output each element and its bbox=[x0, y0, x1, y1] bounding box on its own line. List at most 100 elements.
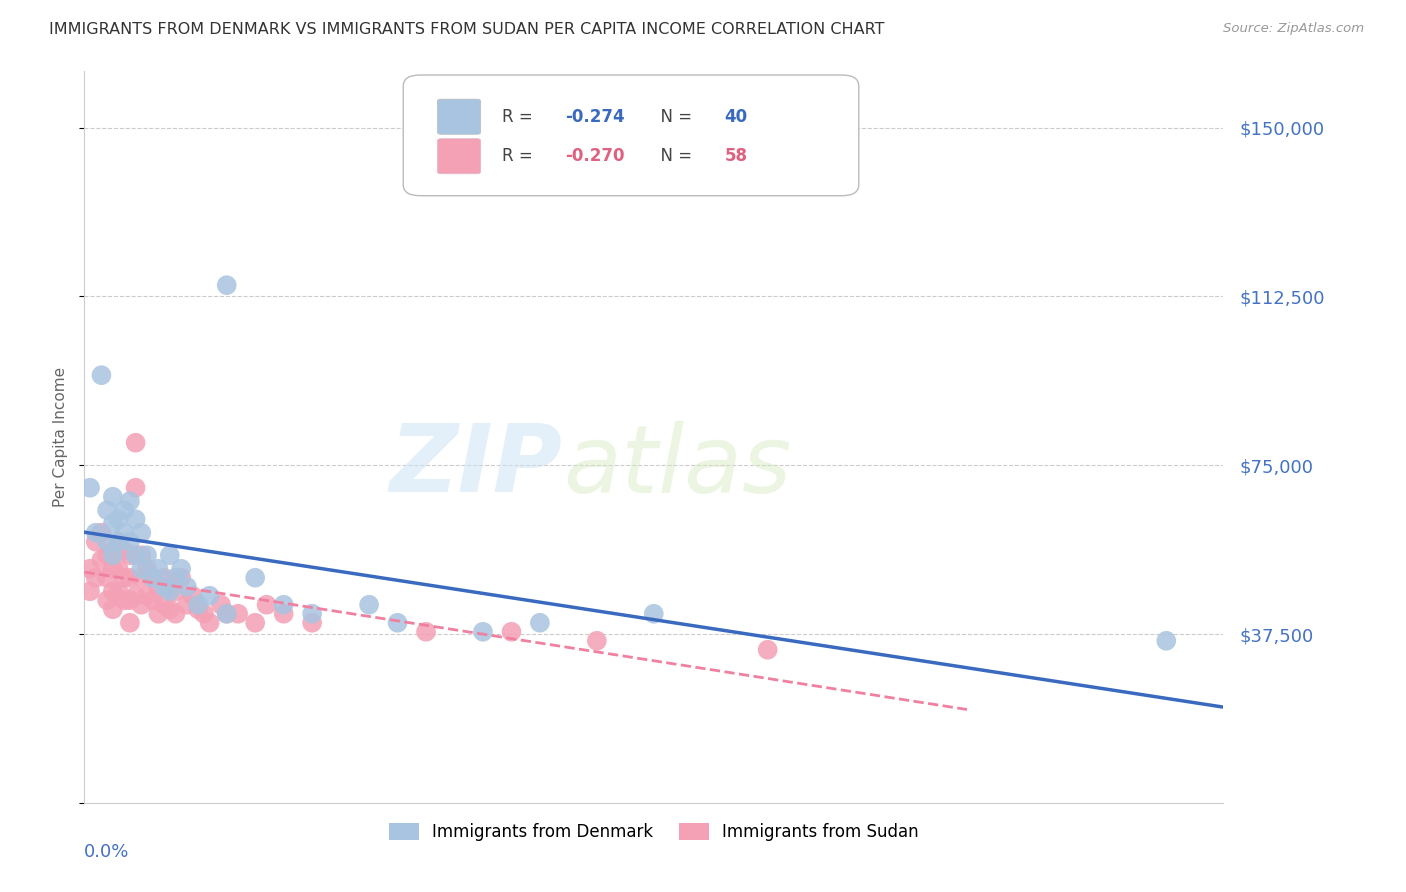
Point bbox=[142, 571, 165, 585]
Text: N =: N = bbox=[651, 108, 697, 126]
Point bbox=[193, 607, 215, 621]
Point bbox=[387, 615, 409, 630]
Point bbox=[245, 571, 267, 585]
Point bbox=[148, 607, 170, 621]
Point bbox=[187, 602, 209, 616]
Point bbox=[215, 607, 238, 621]
Y-axis label: Per Capita Income: Per Capita Income bbox=[53, 367, 69, 508]
Point bbox=[101, 562, 124, 576]
Text: R =: R = bbox=[502, 147, 538, 165]
Text: N =: N = bbox=[651, 147, 697, 165]
Point bbox=[124, 435, 146, 450]
Point bbox=[101, 490, 124, 504]
Text: ZIP: ZIP bbox=[389, 420, 562, 512]
Point bbox=[529, 615, 551, 630]
Point bbox=[256, 598, 278, 612]
Point bbox=[153, 598, 176, 612]
Point bbox=[84, 571, 107, 585]
Point bbox=[112, 503, 135, 517]
FancyBboxPatch shape bbox=[437, 138, 481, 174]
Point bbox=[165, 571, 187, 585]
Point bbox=[96, 593, 118, 607]
Point bbox=[153, 580, 176, 594]
Text: 58: 58 bbox=[724, 147, 748, 165]
Point bbox=[112, 543, 135, 558]
Point bbox=[159, 602, 181, 616]
FancyBboxPatch shape bbox=[437, 99, 481, 135]
Point bbox=[209, 598, 232, 612]
Point bbox=[107, 584, 129, 599]
Point bbox=[118, 548, 141, 562]
Point bbox=[170, 571, 193, 585]
Point bbox=[101, 548, 124, 562]
Point bbox=[301, 615, 323, 630]
Point bbox=[359, 598, 381, 612]
Point bbox=[124, 512, 146, 526]
Point bbox=[501, 624, 523, 639]
Point bbox=[101, 543, 124, 558]
Text: 0.0%: 0.0% bbox=[84, 843, 129, 861]
Point bbox=[124, 548, 146, 562]
Point bbox=[148, 562, 170, 576]
Point bbox=[159, 584, 181, 599]
Point bbox=[90, 525, 112, 540]
Point bbox=[79, 562, 101, 576]
Point bbox=[96, 571, 118, 585]
FancyBboxPatch shape bbox=[404, 75, 859, 195]
Point bbox=[148, 580, 170, 594]
Point bbox=[136, 548, 159, 562]
Point bbox=[131, 548, 153, 562]
Point bbox=[215, 278, 238, 293]
Point bbox=[136, 562, 159, 576]
Point bbox=[107, 562, 129, 576]
Text: IMMIGRANTS FROM DENMARK VS IMMIGRANTS FROM SUDAN PER CAPITA INCOME CORRELATION C: IMMIGRANTS FROM DENMARK VS IMMIGRANTS FR… bbox=[49, 22, 884, 37]
Point bbox=[273, 598, 295, 612]
Point bbox=[84, 534, 107, 549]
Point bbox=[118, 615, 141, 630]
Point bbox=[84, 525, 107, 540]
Point bbox=[215, 607, 238, 621]
Point bbox=[131, 571, 153, 585]
Point bbox=[1156, 633, 1178, 648]
Point bbox=[118, 593, 141, 607]
Point bbox=[181, 589, 204, 603]
Point bbox=[118, 534, 141, 549]
Point bbox=[131, 525, 153, 540]
Point bbox=[118, 494, 141, 508]
Point bbox=[187, 598, 209, 612]
Point bbox=[153, 571, 176, 585]
Point bbox=[142, 593, 165, 607]
Point bbox=[90, 553, 112, 567]
Point bbox=[107, 512, 129, 526]
Point bbox=[131, 598, 153, 612]
Text: Source: ZipAtlas.com: Source: ZipAtlas.com bbox=[1223, 22, 1364, 36]
Point bbox=[176, 598, 198, 612]
Point bbox=[79, 584, 101, 599]
Point bbox=[96, 503, 118, 517]
Point bbox=[245, 615, 267, 630]
Point bbox=[159, 580, 181, 594]
Point bbox=[643, 607, 665, 621]
Point bbox=[90, 368, 112, 383]
Legend: Immigrants from Denmark, Immigrants from Sudan: Immigrants from Denmark, Immigrants from… bbox=[381, 814, 927, 849]
Text: atlas: atlas bbox=[562, 421, 792, 512]
Point bbox=[107, 534, 129, 549]
Point bbox=[124, 481, 146, 495]
Point bbox=[112, 571, 135, 585]
Point bbox=[301, 607, 323, 621]
Point bbox=[118, 571, 141, 585]
Point bbox=[165, 584, 187, 599]
Point bbox=[101, 584, 124, 599]
Point bbox=[112, 593, 135, 607]
Point bbox=[198, 615, 221, 630]
Point bbox=[586, 633, 609, 648]
Point bbox=[124, 589, 146, 603]
Point bbox=[131, 562, 153, 576]
Point bbox=[96, 548, 118, 562]
Text: -0.274: -0.274 bbox=[565, 108, 624, 126]
Point bbox=[273, 607, 295, 621]
Point bbox=[159, 548, 181, 562]
Point bbox=[96, 534, 118, 549]
Point bbox=[101, 516, 124, 531]
Point bbox=[136, 589, 159, 603]
